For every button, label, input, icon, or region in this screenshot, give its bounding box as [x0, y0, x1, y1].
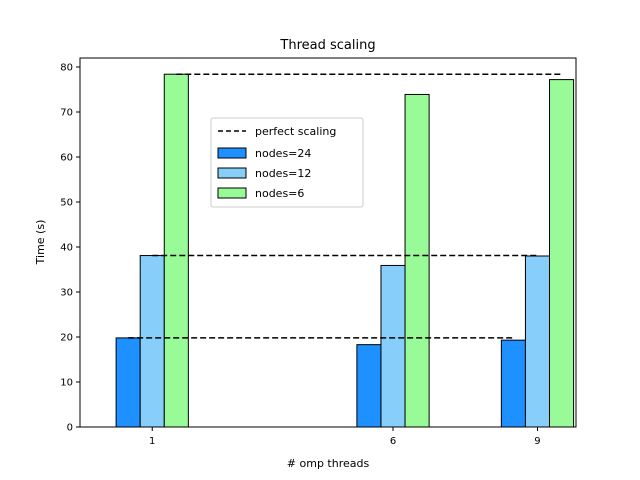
y-tick-label: 70: [60, 108, 73, 119]
y-tick-label: 10: [60, 378, 73, 389]
legend-nodes-24-label: nodes=24: [255, 147, 311, 160]
x-axis-ticks: 1 6 9: [149, 427, 541, 447]
y-tick-label: 20: [60, 333, 73, 344]
y-tick-label: 60: [60, 153, 73, 164]
legend-nodes-12-swatch: [217, 167, 247, 179]
bar-nodes-6-6: [404, 93, 430, 428]
y-tick-label: 30: [60, 288, 73, 299]
y-tick-label: 0: [67, 423, 73, 434]
bar-nodes-12-9: [524, 255, 551, 428]
legend-nodes-24-swatch: [217, 147, 247, 159]
perfect-scaling-lines: [128, 73, 562, 339]
y-tick-label: 50: [60, 198, 73, 209]
bar-nodes-6-1: [163, 73, 189, 428]
y-axis-label: Time (s): [34, 220, 47, 266]
bars-group: [115, 73, 575, 428]
bar-nodes-12-6: [380, 264, 406, 428]
bar-nodes-24-9: [500, 339, 526, 428]
bar-nodes-6-9: [549, 79, 575, 428]
plot-frame: [79, 57, 577, 428]
legend-nodes-6-swatch: [217, 187, 247, 199]
x-tick-label: 9: [534, 436, 540, 447]
legend-nodes-12-label: nodes=12: [255, 167, 311, 180]
y-tick-label: 80: [60, 63, 73, 74]
bar-nodes-24-6: [356, 344, 382, 428]
y-axis-ticks: 0 10 20 30 40 50 60 70 80: [60, 63, 80, 434]
y-tick-label: 40: [60, 243, 73, 254]
legend: perfect scaling nodes=24 nodes=12 nodes=…: [210, 117, 364, 208]
bar-nodes-24-1: [115, 337, 141, 428]
x-tick-label: 6: [390, 436, 396, 447]
legend-box: [210, 117, 364, 208]
x-tick-label: 1: [149, 436, 155, 447]
legend-nodes-6-label: nodes=6: [255, 187, 304, 200]
chart-title: Thread scaling: [279, 38, 375, 53]
legend-perfect-scaling-label: perfect scaling: [255, 125, 336, 138]
bar-nodes-12-1: [139, 255, 165, 428]
x-axis-label: # omp threads: [287, 457, 370, 470]
